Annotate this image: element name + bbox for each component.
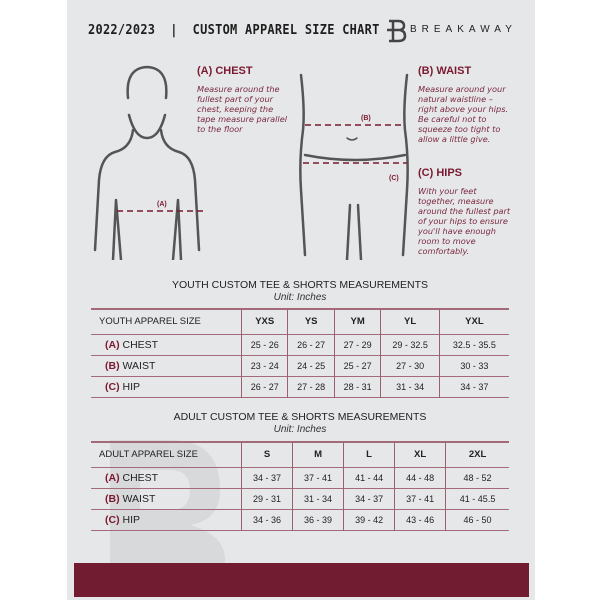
table-cell: 36 - 39 — [292, 509, 344, 530]
row-letter: (B) — [105, 359, 120, 372]
chest-description: Measure around the fullest part of your … — [197, 84, 288, 134]
table-cell: 29 - 32.5 — [380, 334, 440, 355]
table-cell: 34 - 37 — [343, 488, 395, 509]
table-row: (B) WAIST 29 - 31 31 - 34 34 - 37 37 - 4… — [91, 488, 509, 509]
header-cell: M — [292, 442, 344, 467]
page-title: 2022/2023 | CUSTOM APPAREL SIZE CHART — [88, 23, 380, 38]
row-label: (A) CHEST — [91, 467, 242, 488]
row-letter: (C) — [105, 380, 120, 393]
chest-heading: (A) CHEST — [197, 65, 253, 77]
table-header-row: YOUTH APPAREL SIZE YXS YS YM YL YXL — [91, 309, 509, 334]
hips-marker: (C) — [389, 175, 399, 182]
table-cell: 27 - 30 — [380, 355, 440, 376]
row-label-text: CHEST — [122, 338, 159, 351]
table-cell: 23 - 24 — [240, 355, 288, 376]
table-cell: 28 - 31 — [333, 376, 381, 397]
youth-section-title: YOUTH CUSTOM TEE & SHORTS MEASUREMENTS — [171, 279, 429, 291]
brand-name: BREAKAWAY — [410, 24, 517, 35]
table-cell: 34 - 37 — [438, 376, 509, 397]
table-cell: 24 - 25 — [287, 355, 335, 376]
breakaway-logo-icon — [387, 19, 407, 43]
row-label: (B) WAIST — [91, 355, 242, 376]
table-cell: 48 - 52 — [445, 467, 509, 488]
adult-size-table: ADULT APPAREL SIZE S M L XL 2XL (A) CHES… — [91, 441, 509, 531]
header-cell: XL — [394, 442, 446, 467]
watermark-logo — [110, 440, 225, 570]
row-letter: (B) — [105, 492, 120, 505]
header-cell: YXL — [438, 309, 509, 334]
row-label-text: CHEST — [122, 471, 159, 484]
table-cell: 43 - 46 — [394, 509, 446, 530]
waist-marker: (B) — [361, 115, 371, 122]
table-row: (B) WAIST 23 - 24 24 - 25 25 - 27 27 - 3… — [91, 355, 509, 376]
waist-description: Measure around your natural waistline – … — [418, 84, 509, 144]
table-cell: 41 - 45.5 — [445, 488, 509, 509]
row-label-text: WAIST — [122, 492, 156, 505]
header-cell: YS — [287, 309, 335, 334]
table-cell: 39 - 42 — [343, 509, 395, 530]
upper-body-figure: (A) — [93, 65, 205, 260]
table-cell: 37 - 41 — [394, 488, 446, 509]
table-cell: 25 - 27 — [333, 355, 381, 376]
adult-section-title: ADULT CUSTOM TEE & SHORTS MEASUREMENTS — [173, 411, 427, 423]
youth-size-table: YOUTH APPAREL SIZE YXS YS YM YL YXL (A) … — [91, 308, 509, 398]
table-row: (C) HIP 34 - 36 36 - 39 39 - 42 43 - 46 … — [91, 509, 509, 530]
header-cell: 2XL — [445, 442, 509, 467]
table-cell: 29 - 31 — [240, 488, 293, 509]
table-cell: 44 - 48 — [394, 467, 446, 488]
table-cell: 37 - 41 — [292, 467, 344, 488]
row-label-text: WAIST — [122, 359, 156, 372]
table-cell: 25 - 26 — [240, 334, 288, 355]
table-cell: 32.5 - 35.5 — [438, 334, 509, 355]
hips-heading: (C) HIPS — [418, 167, 462, 179]
table-cell: 30 - 33 — [438, 355, 509, 376]
row-label: (C) HIP — [91, 509, 242, 530]
youth-unit: Unit: Inches — [273, 292, 327, 303]
table-row: (C) HIP 26 - 27 27 - 28 28 - 31 31 - 34 … — [91, 376, 509, 397]
row-label-text: HIP — [122, 513, 141, 526]
table-cell: 26 - 27 — [287, 334, 335, 355]
header-cell: S — [240, 442, 293, 467]
adult-unit: Unit: Inches — [273, 424, 327, 435]
table-cell: 26 - 27 — [240, 376, 288, 397]
table-header-row: ADULT APPAREL SIZE S M L XL 2XL — [91, 442, 509, 467]
chest-marker: (A) — [157, 201, 167, 208]
header-cell: YXS — [240, 309, 288, 334]
row-label-text: HIP — [122, 380, 141, 393]
row-letter: (A) — [105, 471, 120, 484]
row-letter: (A) — [105, 338, 120, 351]
row-label: (A) CHEST — [91, 334, 242, 355]
table-cell: 34 - 36 — [240, 509, 293, 530]
table-cell: 41 - 44 — [343, 467, 395, 488]
table-cell: 31 - 34 — [292, 488, 344, 509]
header-cell: YM — [333, 309, 381, 334]
waist-heading: (B) WAIST — [418, 65, 472, 77]
row-letter: (C) — [105, 513, 120, 526]
header-cell: ADULT APPAREL SIZE — [99, 449, 198, 461]
table-cell: 27 - 28 — [287, 376, 335, 397]
hips-description: With your feet together, measure around … — [418, 186, 511, 256]
table-row: (A) CHEST 34 - 37 37 - 41 41 - 44 44 - 4… — [91, 467, 509, 488]
table-cell: 34 - 37 — [240, 467, 293, 488]
header-cell: L — [343, 442, 395, 467]
lower-body-figure: (B) (C) — [299, 73, 409, 260]
table-cell: 27 - 29 — [333, 334, 381, 355]
table-cell: 31 - 34 — [380, 376, 440, 397]
row-label: (B) WAIST — [91, 488, 242, 509]
footer-bar — [74, 563, 529, 597]
table-cell: 46 - 50 — [445, 509, 509, 530]
header-cell: YOUTH APPAREL SIZE — [99, 316, 201, 328]
header-cell: YL — [380, 309, 440, 334]
row-label: (C) HIP — [91, 376, 242, 397]
table-row: (A) CHEST 25 - 26 26 - 27 27 - 29 29 - 3… — [91, 334, 509, 355]
